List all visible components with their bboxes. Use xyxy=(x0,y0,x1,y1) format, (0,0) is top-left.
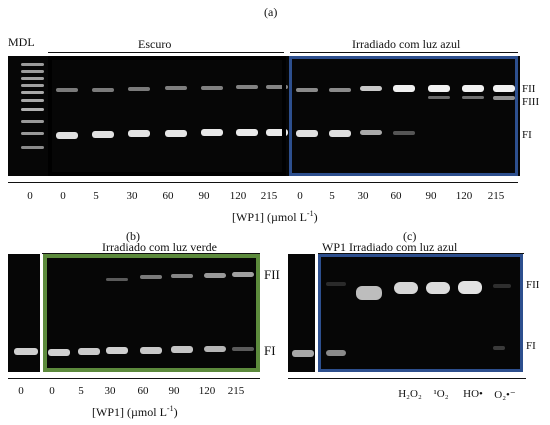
lane-label: ¹O₂ xyxy=(433,388,449,400)
band-label-fi-c: FI xyxy=(526,340,536,352)
lane-row-top-rule-c xyxy=(288,378,526,379)
lane-label: 90 xyxy=(168,385,180,397)
lane-row-top-rule-b xyxy=(8,378,260,379)
gel-c-divider xyxy=(315,254,318,372)
lane-label: 5 xyxy=(78,385,84,397)
axis-label-b: [WP1] (µmol L-1) xyxy=(92,404,178,419)
group-dark-label: Escuro xyxy=(138,37,172,51)
group-c-label: WP1 Irradiado com luz azul xyxy=(322,240,458,254)
lane-label: 30 xyxy=(126,190,138,202)
lane-label: 120 xyxy=(455,190,473,202)
lane-label: 90 xyxy=(425,190,437,202)
panel-b-label: (b) xyxy=(126,229,140,243)
lane-label: 0 xyxy=(297,190,303,202)
lane-label: 120 xyxy=(229,190,247,202)
lane-label: 5 xyxy=(329,190,335,202)
group-green-label: Irradiado com luz verde xyxy=(102,240,217,254)
gel-b-divider xyxy=(40,254,43,372)
group-blue-label: Irradiado com luz azul xyxy=(352,37,461,51)
lane-label: 215 xyxy=(260,190,278,202)
band-label-fi-b: FI xyxy=(264,343,276,358)
gel-image-c xyxy=(288,254,523,372)
lane-label: 0 xyxy=(27,190,33,202)
lane-label: 215 xyxy=(487,190,505,202)
lane-label: 60 xyxy=(390,190,402,202)
group-blue-rule xyxy=(290,52,518,53)
lane-label: 0 xyxy=(60,190,66,202)
marker-label: MDL xyxy=(8,35,35,49)
axis-label-a: [WP1] (µmol L-1) xyxy=(232,209,318,224)
group-dark-rule xyxy=(48,52,284,53)
lane-label: 215 xyxy=(227,385,245,397)
lane-label: 5 xyxy=(93,190,99,202)
lane-label: 60 xyxy=(137,385,149,397)
lane-label: H₂O₂ xyxy=(398,388,422,400)
band-label-fii-b: FII xyxy=(264,267,280,282)
band-label-fii-a: FII xyxy=(522,83,536,95)
lane-label: 30 xyxy=(104,385,116,397)
lane-label: 120 xyxy=(198,385,216,397)
group-c-rule xyxy=(318,253,524,254)
band-label-fii-c: FII xyxy=(526,279,540,291)
gel-image-a xyxy=(8,56,520,176)
lane-label: 0 xyxy=(18,385,24,397)
lane-row-top-rule-a xyxy=(8,182,518,183)
panel-c-label: (c) xyxy=(403,229,417,243)
lane-label: 0 xyxy=(49,385,55,397)
lane-label: HO• xyxy=(463,388,483,400)
lane-label: O₂•⁻ xyxy=(494,389,516,401)
lane-label: 60 xyxy=(162,190,174,202)
gel-image-b xyxy=(8,254,260,372)
band-label-fiii-a: FIII xyxy=(522,96,540,108)
lane-label: 90 xyxy=(198,190,210,202)
panel-a-label: (a) xyxy=(264,5,278,19)
band-label-fi-a: FI xyxy=(522,129,532,141)
group-green-rule xyxy=(42,253,260,254)
lane-label: 30 xyxy=(357,190,369,202)
